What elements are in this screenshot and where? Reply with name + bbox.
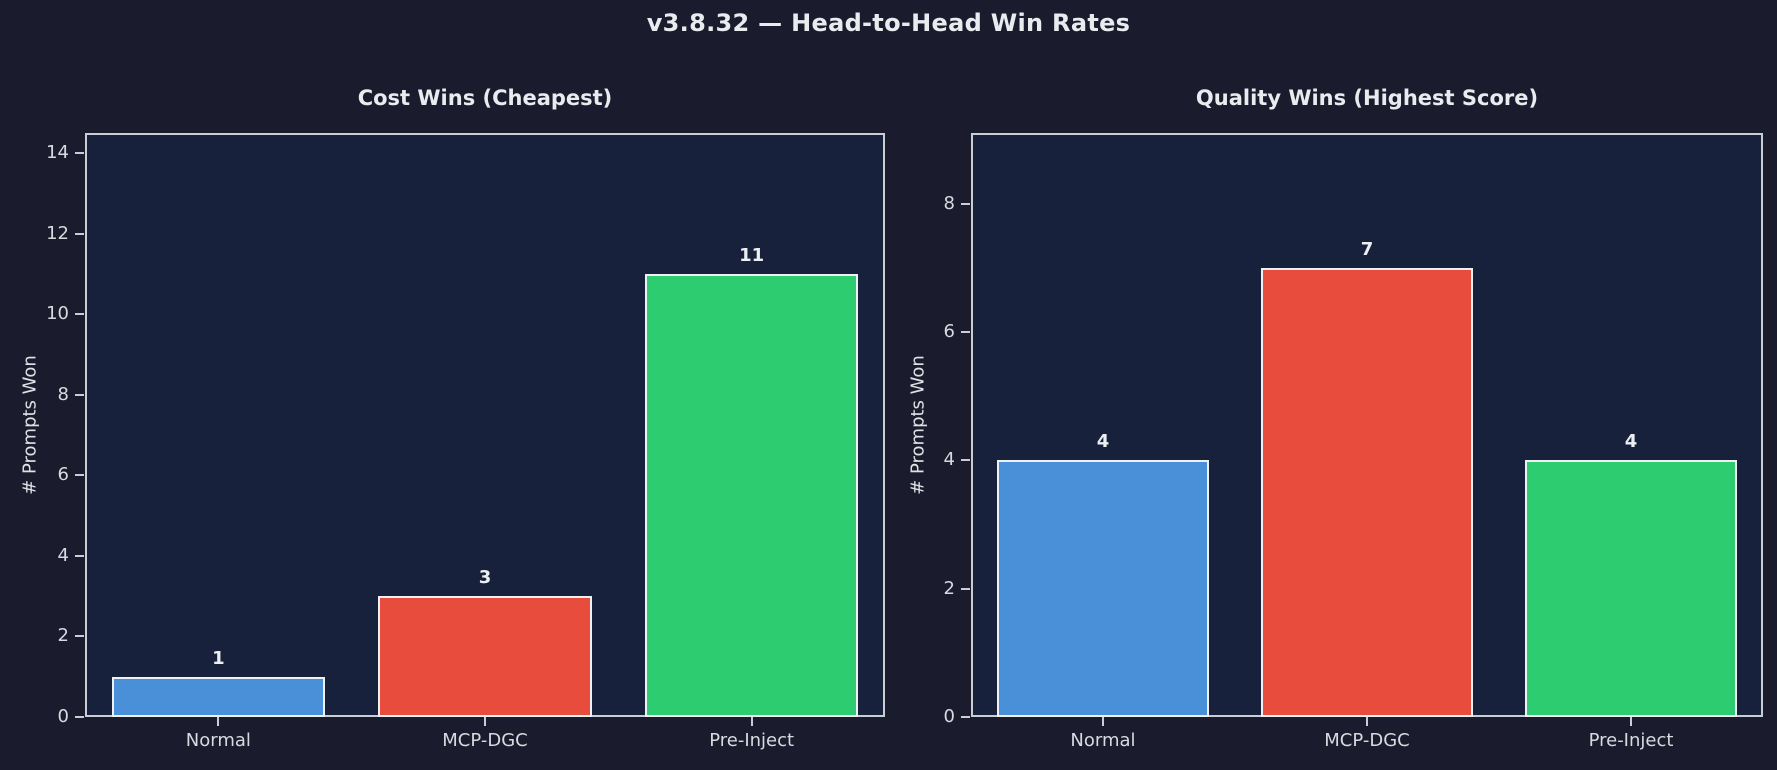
y-tick-label: 6 [943, 320, 955, 342]
x-tick-label-normal: Normal [1070, 730, 1136, 751]
y-tick-mark [75, 474, 84, 477]
y-tick-mark [75, 393, 84, 396]
axes-title-quality: Quality Wins (Highest Score) [1195, 86, 1539, 110]
y-tick-label: 2 [57, 625, 69, 647]
x-tick-label-normal: Normal [185, 730, 251, 751]
x-tick-label-pre-inject: Pre-Inject [709, 730, 795, 751]
bar-mcp-dgc [378, 596, 592, 717]
x-tick-mark [484, 717, 486, 726]
y-tick-label: 10 [46, 303, 69, 325]
y-tick-mark [961, 330, 970, 333]
bar-value-label: 11 [739, 244, 765, 266]
y-axis-label-quality: # Prompts Won [907, 355, 929, 495]
axes-title-cost: Cost Wins (Cheapest) [357, 86, 613, 110]
y-tick-label: 8 [57, 383, 69, 405]
bar-normal [111, 676, 325, 717]
bar-pre-inject [1525, 460, 1737, 717]
y-tick-label: 14 [46, 142, 69, 164]
x-tick-mark [1102, 717, 1104, 726]
y-tick-label: 8 [943, 192, 955, 214]
x-tick-mark [1630, 717, 1632, 726]
x-tick-mark [1366, 717, 1368, 726]
bar-pre-inject [645, 273, 859, 717]
x-tick-mark [750, 717, 753, 726]
y-tick-mark [961, 716, 970, 718]
figure-title: v3.8.32 — Head-to-Head Win Rates [646, 9, 1131, 37]
y-tick-mark [75, 152, 84, 155]
y-tick-mark [75, 635, 84, 638]
bar-value-label: 1 [212, 647, 225, 669]
y-tick-mark [75, 232, 84, 235]
x-tick-label-mcp-dgc: MCP-DGC [1324, 730, 1410, 751]
y-tick-mark [75, 716, 84, 718]
x-tick-label-pre-inject: Pre-Inject [1588, 730, 1674, 751]
y-tick-mark [961, 459, 970, 462]
bar-value-label: 4 [1096, 431, 1110, 453]
bar-normal [997, 460, 1209, 717]
y-tick-label: 4 [57, 544, 69, 566]
x-tick-mark [217, 717, 220, 726]
y-tick-label: 4 [943, 449, 955, 471]
y-tick-mark [75, 554, 84, 557]
x-tick-label-mcp-dgc: MCP-DGC [442, 730, 528, 751]
y-tick-mark [961, 202, 970, 205]
bar-value-label: 7 [1360, 238, 1374, 260]
bar-mcp-dgc [1261, 267, 1473, 717]
y-tick-mark [961, 587, 970, 590]
y-tick-label: 6 [57, 464, 69, 486]
y-tick-label: 12 [46, 222, 69, 244]
y-tick-label: 2 [943, 577, 955, 599]
y-tick-label: 0 [943, 706, 955, 727]
bar-value-label: 4 [1624, 431, 1638, 453]
y-tick-label: 0 [57, 706, 69, 727]
y-tick-mark [75, 313, 84, 316]
bar-value-label: 3 [478, 567, 492, 589]
